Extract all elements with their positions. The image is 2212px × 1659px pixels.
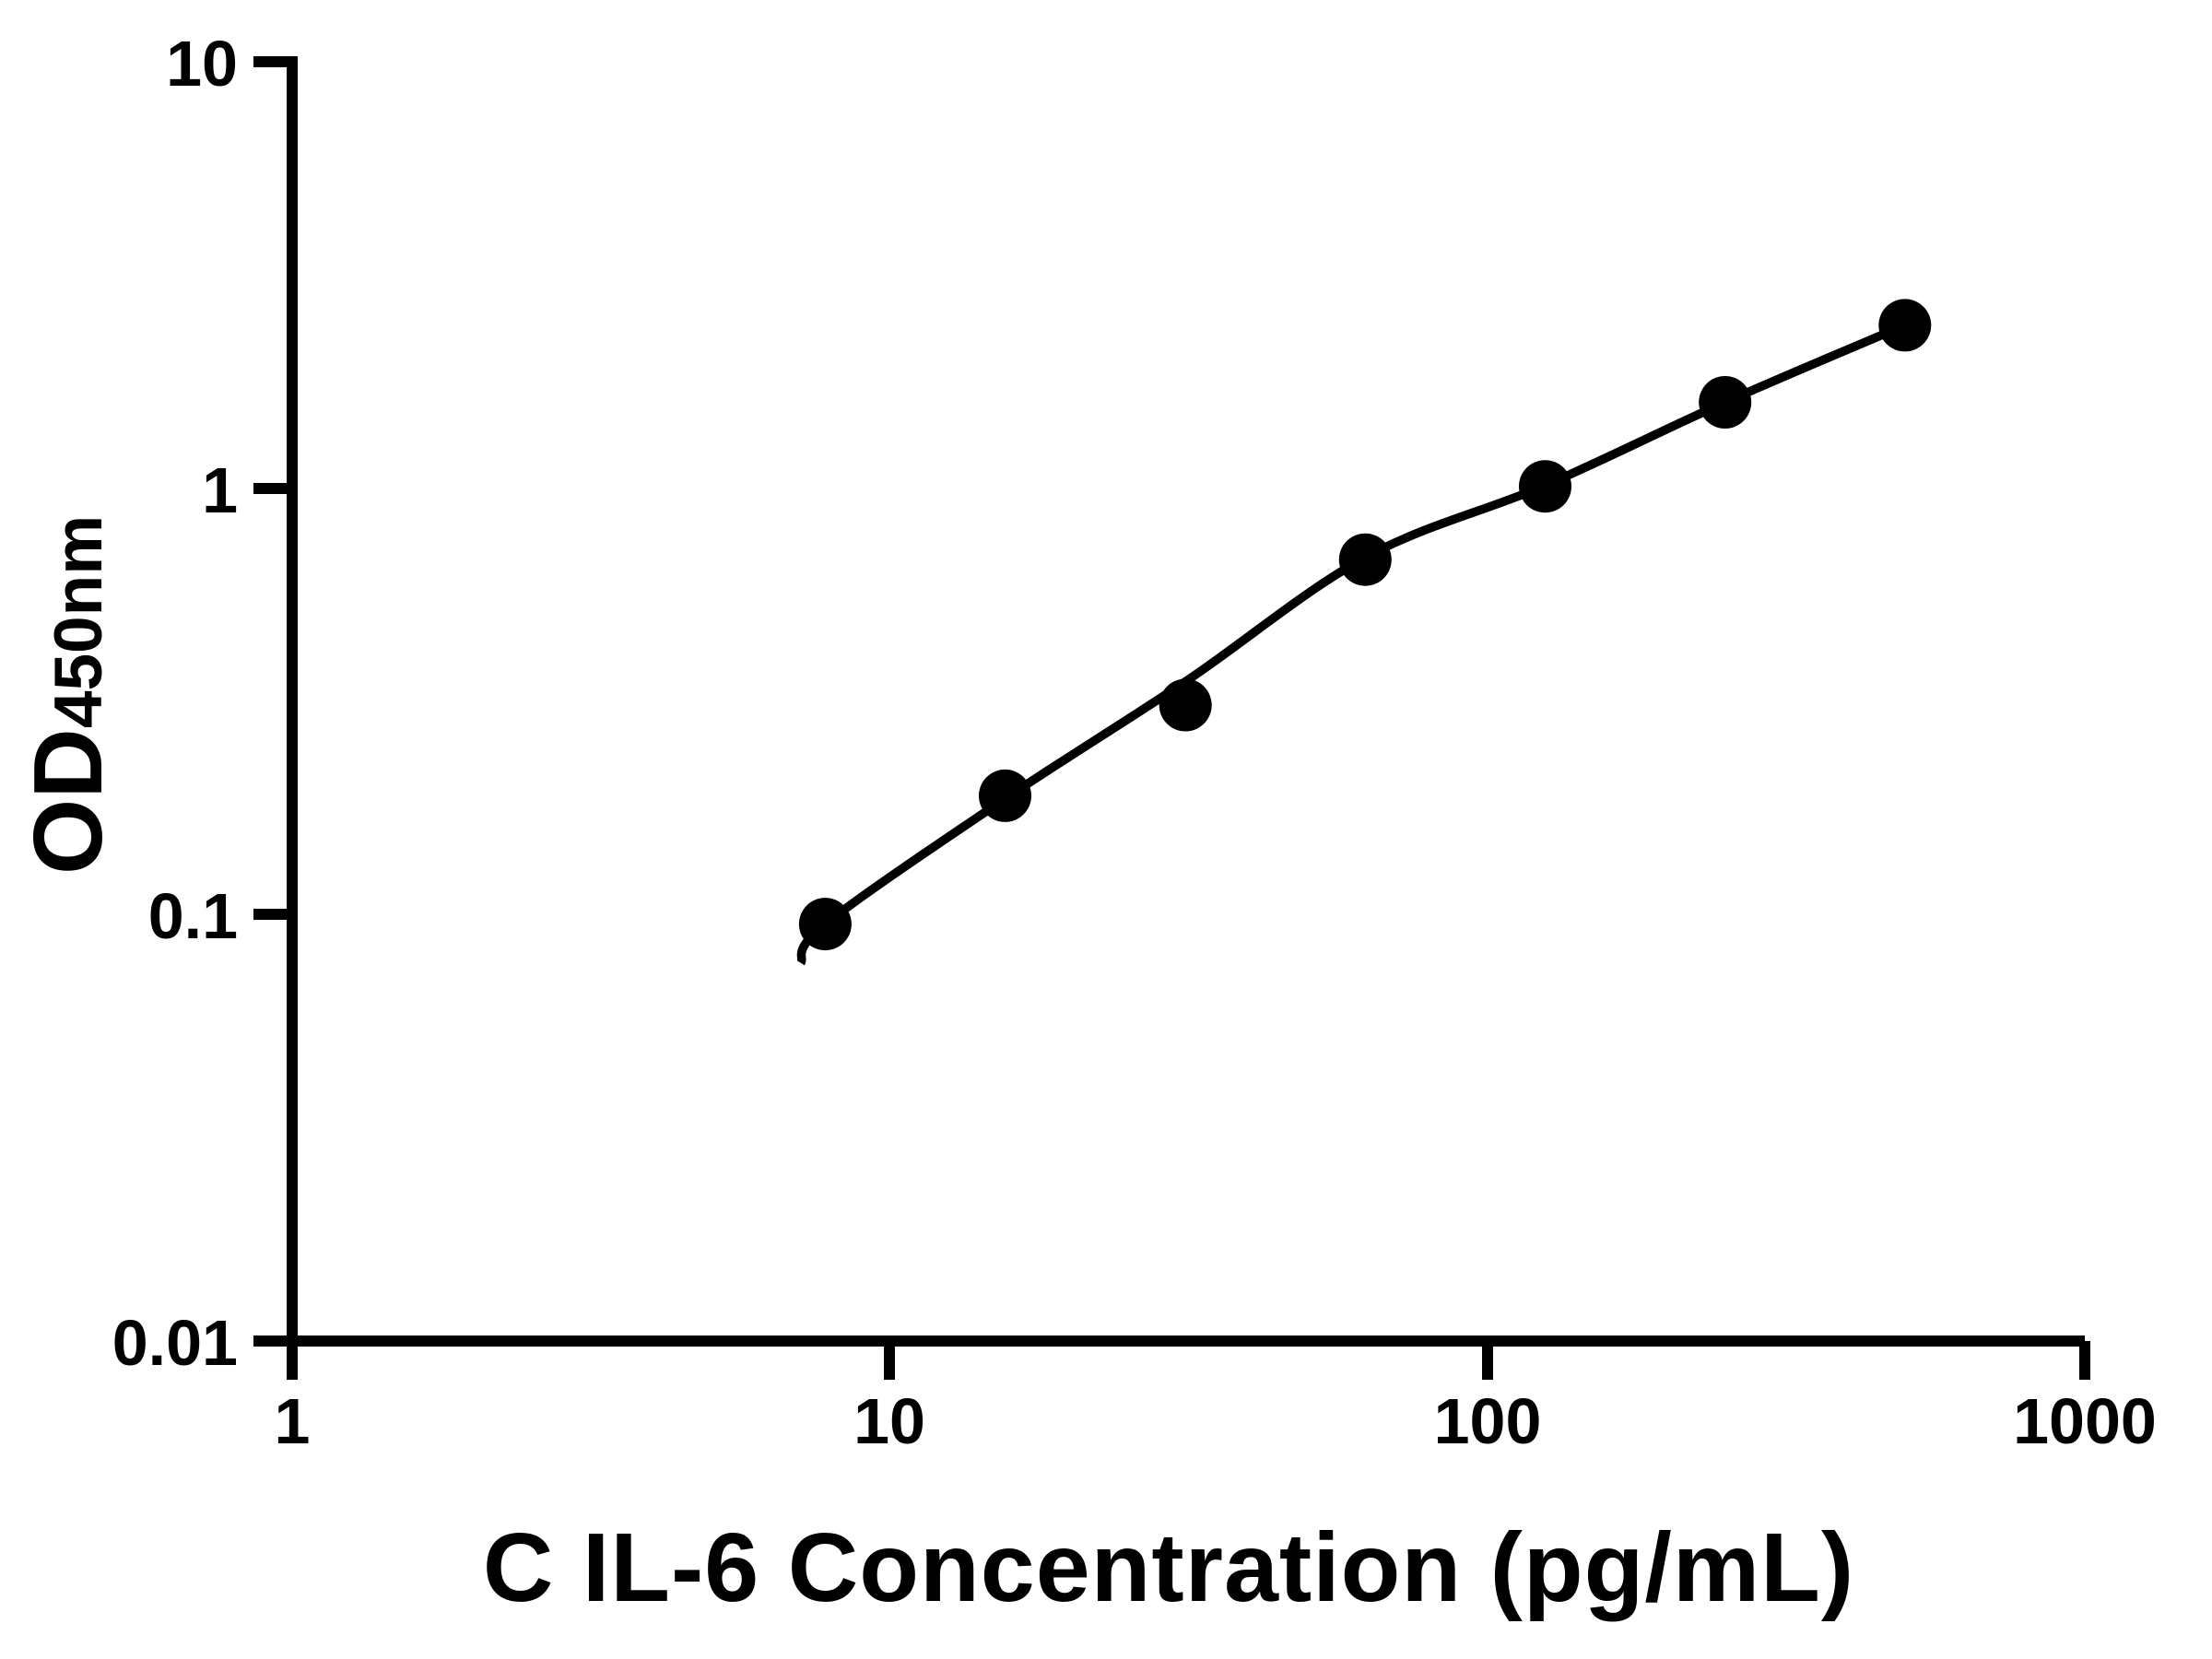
axes: [253, 56, 2090, 1380]
x-tick-labels: 1 10 100 1000: [275, 1385, 2157, 1457]
data-point-marker: [979, 769, 1031, 822]
x-tick-label-100: 100: [1434, 1385, 1542, 1457]
y-axis-title-base: OD: [14, 728, 123, 875]
y-tick-labels: 10 1 0.1 0.01: [112, 28, 238, 1379]
x-tick-label-1: 1: [275, 1385, 311, 1457]
y-tick-label-10: 10: [166, 28, 238, 100]
y-tick-label-0-1: 0.1: [148, 880, 238, 952]
data-point-marker: [1519, 460, 1571, 513]
data-point-marker: [1338, 533, 1392, 586]
y-axis-title: OD450nm: [14, 515, 123, 875]
data-point-marker: [798, 898, 852, 951]
data-point-marker: [1699, 376, 1752, 429]
data-points: [798, 299, 1932, 951]
x-tick-label-1000: 1000: [2013, 1385, 2157, 1457]
y-axis-title-subscript: 450nm: [41, 515, 116, 728]
data-point-marker: [1878, 299, 1932, 352]
x-axis-title: C IL-6 Concentration (pg/mL): [483, 1513, 1854, 1622]
y-tick-label-0-01: 0.01: [112, 1307, 238, 1379]
data-point-marker: [1159, 678, 1212, 732]
x-tick-label-10: 10: [853, 1385, 925, 1457]
y-tick-label-1: 1: [202, 454, 238, 526]
